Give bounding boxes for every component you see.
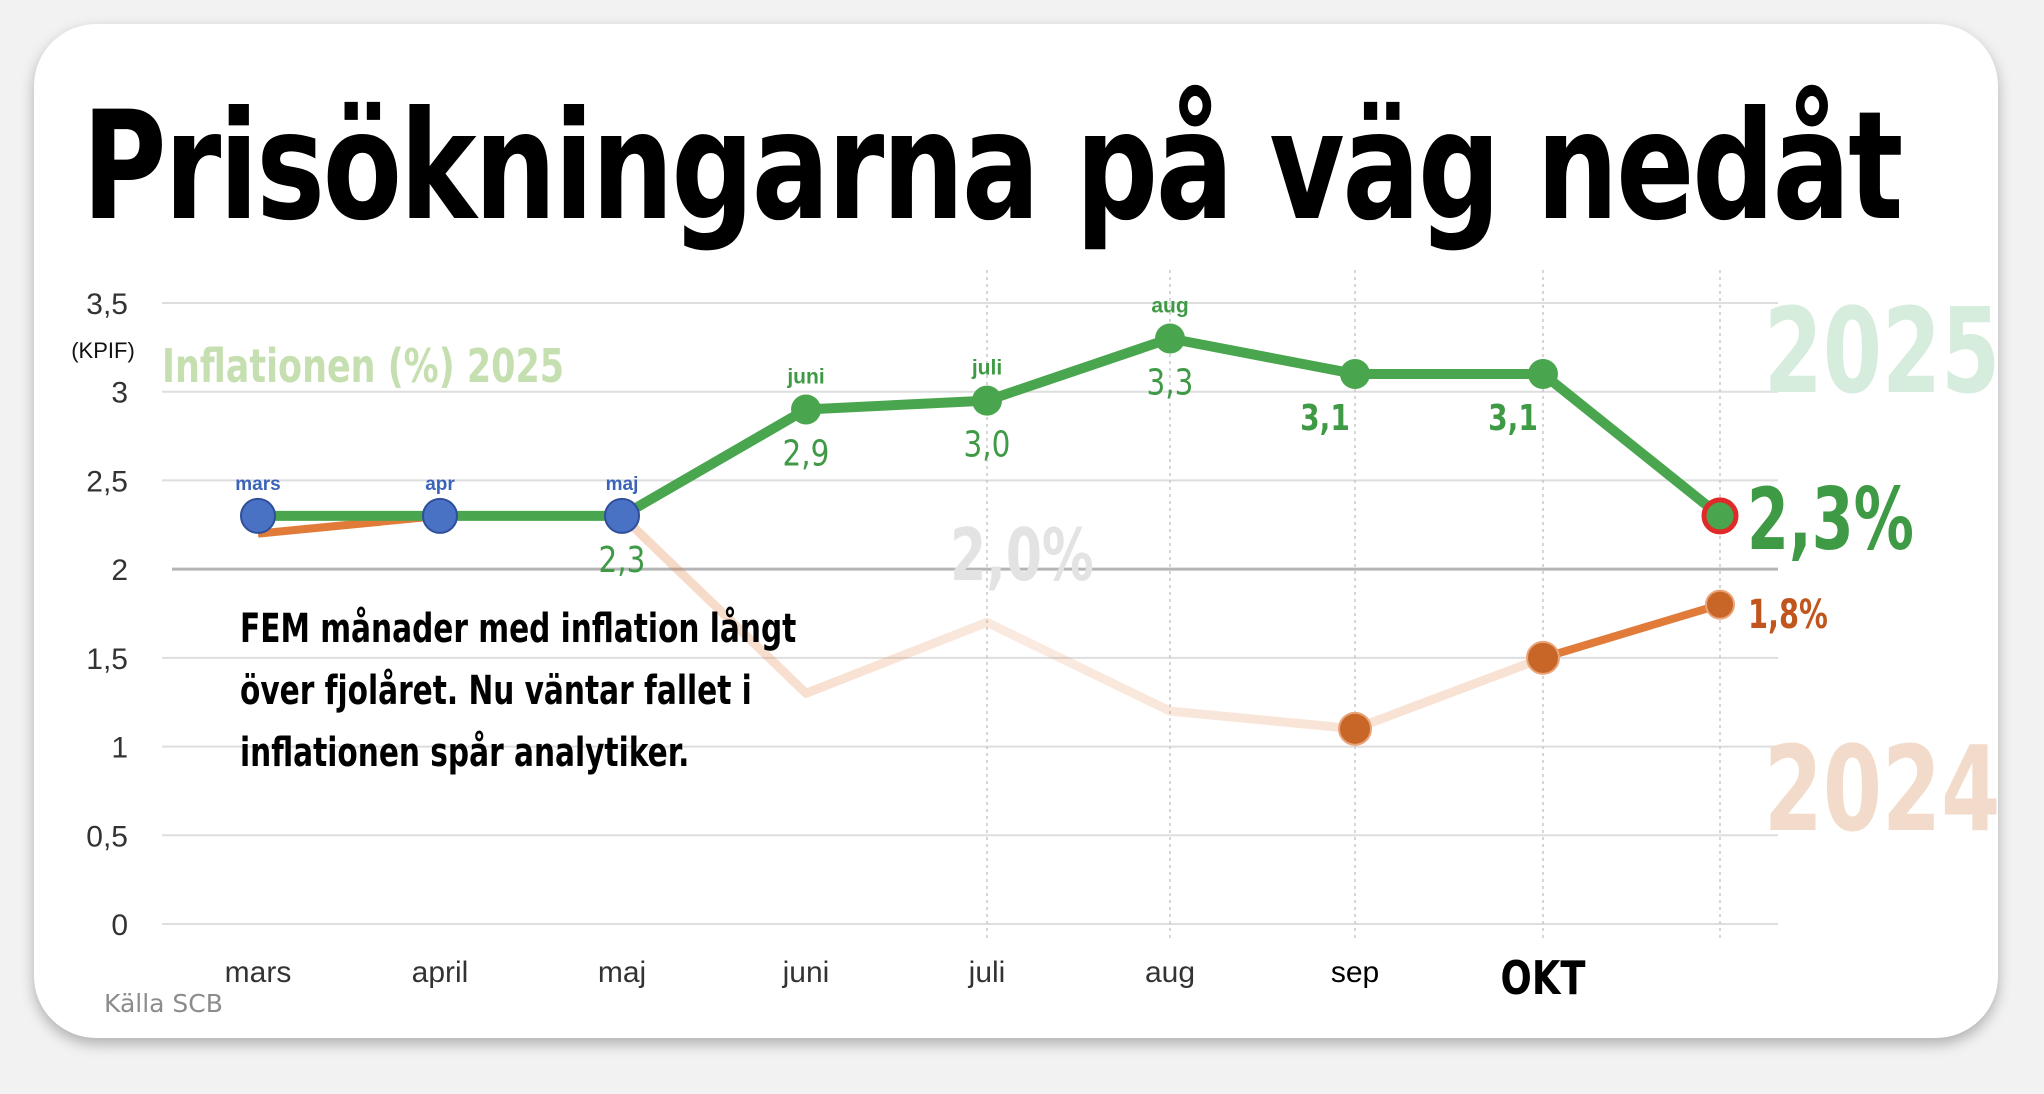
series-2024-point [1705,589,1735,620]
point-label-top: juni [786,365,824,388]
point-value-label: 3,0 [964,423,1011,466]
series-2024-line [1541,600,1722,662]
note-line: inflationen spår analytiker. [240,730,690,776]
series-2024-point [1526,640,1560,675]
headline: Prisökningarna på väg nedåt [82,80,1903,254]
note-line: över fjolåret. Nu väntar fallet i [240,668,752,714]
series-2025-point [791,394,821,425]
x-tick-label: aug [1145,956,1195,989]
point-label-top: mars [235,474,280,495]
y-tick-label: 1 [111,732,128,765]
year-label-2024: 2024 [1764,722,2000,859]
point-value-label: 2,9 [783,432,830,475]
end-label-2024: 1,8% [1748,592,1828,638]
y-tick-label: 3,5 [86,288,128,321]
x-tick-label: sep [1331,956,1379,989]
end-label-2025: 2,3% [1747,469,1914,570]
y-tick-label: 0 [111,909,128,942]
point-label-top: apr [425,474,455,495]
x-tick-label: OKT [1501,951,1586,1005]
point-label-top: juli [971,357,1002,380]
y-tick-label: 2 [111,554,128,587]
point-value-label: 3,3 [1147,361,1194,404]
x-tick-label: juli [968,956,1006,989]
point-value-label: 2,3 [599,538,646,581]
series-2025-point [1528,358,1558,389]
x-tick-label: mars [225,956,292,989]
y-tick-label: 3 [111,377,128,410]
series-2025-point [604,497,640,534]
series-2025-point [1701,497,1739,535]
target-label: 2,0% [950,513,1094,597]
inner-title: Inflationen (%) 2025 [162,339,564,393]
y-tick-label: 2,5 [86,465,128,498]
x-tick-label: april [412,956,469,989]
series-2025-point [972,385,1002,416]
chart-note: FEM månader med inflation långt över fjo… [240,598,797,784]
point-label-top: aug [1151,294,1188,317]
series-2025-point [1155,323,1185,354]
x-tick-label: maj [598,956,646,989]
series-2024-point [1338,711,1372,746]
x-tick-label: juni [782,956,830,989]
series-2025-point [422,497,458,534]
year-label-2025: 2025 [1764,284,2000,421]
card [34,24,1998,1038]
note-line: FEM månader med inflation långt [240,606,797,652]
series-2024-line-faded [618,512,1545,734]
y-tick-label: 0,5 [86,820,128,853]
point-label-top: maj [606,474,639,495]
point-value-label: 3,1 [1300,397,1350,439]
y-tick-label: 1,5 [86,643,128,676]
unit-label: (KPIF) [71,338,135,363]
point-value-label: 3,1 [1488,397,1538,439]
source-label: Källa SCB [104,989,223,1018]
series-2025-point [1340,358,1370,389]
series-2025-point [240,497,276,534]
